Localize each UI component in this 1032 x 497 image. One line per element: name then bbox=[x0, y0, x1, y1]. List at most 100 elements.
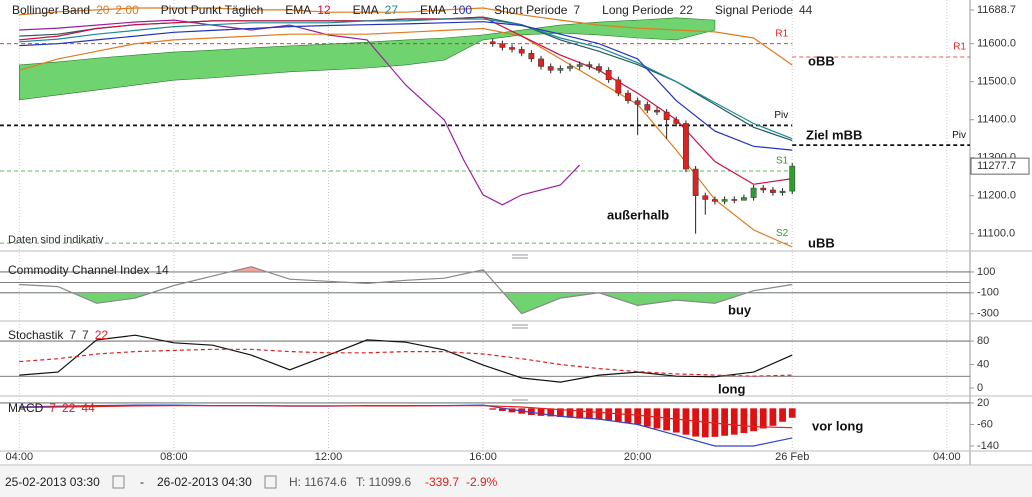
candle-body bbox=[576, 64, 583, 67]
legend-param: 22 bbox=[680, 3, 694, 17]
candle-body bbox=[625, 92, 631, 101]
annotation: außerhalb bbox=[607, 207, 669, 222]
histogram-bar bbox=[614, 408, 622, 422]
candle-body bbox=[789, 165, 796, 192]
histogram-bar bbox=[740, 408, 748, 434]
histogram-bar bbox=[653, 408, 661, 429]
panel-param: 7 bbox=[69, 328, 76, 342]
candle-body bbox=[509, 47, 515, 50]
candle-body bbox=[683, 123, 689, 170]
histogram-bar bbox=[547, 408, 555, 417]
panel-param: 7 bbox=[49, 401, 56, 415]
candle-body bbox=[654, 109, 660, 113]
candle-body bbox=[760, 187, 767, 191]
histogram-bar bbox=[769, 408, 777, 426]
annotation: buy bbox=[728, 302, 752, 317]
panel-param: 7 bbox=[82, 328, 89, 342]
candle-body bbox=[673, 119, 680, 124]
footer-change-pct: -2.9% bbox=[466, 475, 498, 489]
y-tick-label: 11500.0 bbox=[977, 76, 1016, 88]
x-tick-label: 26 Feb bbox=[775, 451, 809, 463]
y-tick-label: -60 bbox=[977, 418, 993, 430]
candle-body bbox=[615, 79, 622, 94]
candle-body bbox=[692, 168, 699, 196]
footer-change: -339.7 bbox=[425, 475, 459, 489]
panel-param: 22 bbox=[95, 328, 109, 342]
x-tick-label: 20:00 bbox=[624, 451, 652, 463]
candle-body bbox=[489, 41, 496, 44]
candle-body bbox=[712, 199, 718, 202]
calendar-icon[interactable] bbox=[112, 475, 125, 489]
candle-body bbox=[731, 199, 738, 201]
legend-label: EMA bbox=[285, 3, 311, 17]
indicator-line bbox=[19, 348, 793, 377]
ema-line bbox=[19, 16, 793, 185]
last-price-box bbox=[970, 157, 1030, 175]
legend-label: Bollinger Band bbox=[12, 3, 90, 17]
histogram-bar bbox=[730, 408, 738, 435]
candle-body bbox=[528, 52, 535, 60]
candle-body bbox=[605, 70, 612, 81]
candle-body bbox=[750, 187, 757, 198]
candle-body bbox=[538, 58, 544, 67]
panel-title: Stochastik bbox=[8, 328, 64, 342]
candle-body bbox=[663, 111, 670, 120]
y-tick-label: -100 bbox=[977, 287, 999, 299]
x-tick-label: 04:00 bbox=[933, 451, 961, 463]
candle-body bbox=[702, 195, 709, 200]
panel-title: MACD bbox=[8, 401, 44, 415]
annotation: vor long bbox=[812, 418, 863, 433]
bollinger-upper bbox=[19, 7, 793, 66]
calendar-icon[interactable] bbox=[264, 475, 277, 489]
pivot-label: R1 bbox=[953, 42, 966, 53]
candle-body bbox=[586, 64, 593, 67]
cloud-area bbox=[19, 17, 716, 101]
indicator-line bbox=[19, 334, 793, 383]
macd-line bbox=[19, 405, 793, 429]
histogram-bar bbox=[721, 408, 728, 436]
y-tick-label: 11600.0 bbox=[977, 38, 1016, 50]
y-tick-label: 40 bbox=[977, 358, 989, 370]
candle-body bbox=[567, 66, 573, 69]
candle-body bbox=[770, 189, 776, 193]
x-tick-label: 08:00 bbox=[160, 451, 188, 463]
histogram-bar bbox=[634, 408, 642, 425]
candle-body bbox=[721, 199, 728, 202]
histogram-bar bbox=[701, 408, 709, 438]
annotation: Ziel mBB bbox=[806, 127, 862, 142]
legend-label: EMA bbox=[420, 3, 446, 17]
y-tick-label: 11688.7 bbox=[977, 4, 1016, 16]
histogram-bar bbox=[643, 408, 651, 427]
footer-to: 26-02-2013 04:30 bbox=[157, 475, 252, 489]
legend-param: 2.00 bbox=[115, 3, 139, 17]
footer-from: 25-02-2013 03:30 bbox=[5, 475, 100, 489]
footer-bar bbox=[0, 466, 1032, 497]
plot-area bbox=[0, 266, 970, 315]
data-note: Daten sind indikativ bbox=[8, 234, 104, 246]
oversold-area bbox=[19, 292, 793, 314]
lagging-line bbox=[19, 19, 581, 206]
candle-body bbox=[499, 43, 506, 48]
plot-area bbox=[0, 334, 970, 383]
pivot-label: Piv bbox=[952, 130, 966, 141]
annotation: uBB bbox=[808, 235, 835, 250]
histogram-bar bbox=[624, 408, 632, 424]
y-tick-label: 20 bbox=[977, 397, 989, 409]
histogram-bar bbox=[576, 408, 584, 419]
indicator-line bbox=[19, 266, 793, 315]
panel-param: 22 bbox=[62, 401, 76, 415]
y-tick-label: -140 bbox=[977, 440, 999, 452]
legend-param: 100 bbox=[452, 3, 472, 17]
histogram-bar bbox=[672, 408, 680, 433]
legend-label: Short Periode bbox=[494, 3, 568, 17]
panel-param: 44 bbox=[81, 401, 95, 415]
histogram-bar bbox=[499, 408, 506, 412]
histogram-bar bbox=[489, 408, 497, 410]
footer-low: T: 11099.6 bbox=[356, 475, 411, 489]
pivot-label: R1 bbox=[775, 28, 788, 39]
y-tick-label: 0 bbox=[977, 382, 983, 394]
histogram-bar bbox=[779, 408, 786, 422]
pivot-label: S1 bbox=[776, 156, 789, 167]
bollinger-lower bbox=[19, 27, 793, 248]
legend-param: 12 bbox=[317, 3, 331, 17]
